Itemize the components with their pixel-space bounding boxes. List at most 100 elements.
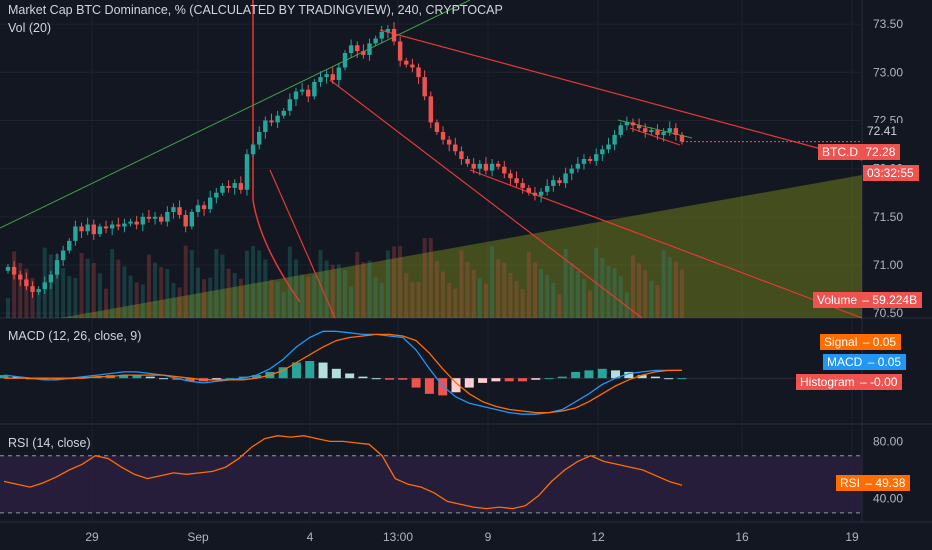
- volume-bar: [122, 266, 127, 318]
- macd-pane: [0, 330, 862, 415]
- candle-body: [563, 173, 568, 184]
- candle-body: [557, 180, 562, 184]
- histogram-bar: [291, 362, 301, 379]
- histogram-bar: [318, 362, 328, 379]
- candle-body: [201, 205, 207, 210]
- histogram-bar: [637, 375, 647, 379]
- histogram-bar: [385, 378, 395, 380]
- volume-bar: [379, 282, 384, 318]
- time-tick-label: 16: [735, 530, 749, 544]
- candle-body: [220, 185, 225, 193]
- rsi-name: RSI: [840, 476, 861, 490]
- volume-bar: [569, 263, 574, 318]
- candle-body: [238, 183, 244, 190]
- last-price-label: 72.41: [863, 123, 903, 139]
- candle-body: [575, 163, 581, 169]
- candle-body: [404, 60, 409, 65]
- candle-body: [18, 274, 23, 280]
- histogram-bar: [371, 378, 381, 380]
- flag-lower-line: [629, 127, 681, 146]
- histogram-bar: [278, 367, 288, 379]
- candle-body: [520, 183, 525, 188]
- volume-bar: [441, 271, 446, 318]
- volume-bar: [275, 281, 280, 318]
- candle-body: [587, 159, 593, 161]
- volume-bar: [624, 292, 629, 318]
- candle-body: [42, 282, 47, 290]
- trendline-red-channel: [329, 79, 643, 319]
- histogram-bar: [491, 378, 501, 382]
- time-tick-label: 12: [591, 530, 605, 544]
- signal-line: [4, 333, 682, 414]
- volume-bar: [453, 288, 458, 318]
- price-tick-label: 70.50: [873, 306, 903, 320]
- candle-body: [91, 224, 96, 235]
- candle-body: [128, 221, 133, 224]
- candle-body: [30, 286, 35, 292]
- volume-bar: [134, 282, 139, 318]
- volume-bar: [471, 270, 476, 318]
- symbol-tag: BTC.D 72.28: [818, 144, 901, 160]
- volume-bar: [373, 277, 378, 318]
- candle-body: [667, 128, 672, 133]
- histogram-bar: [79, 376, 89, 379]
- candle-body: [116, 224, 121, 227]
- histogram-bar: [597, 368, 607, 379]
- histogram-bar: [664, 378, 674, 380]
- rsi-indicator-label[interactable]: RSI (14, close): [8, 436, 91, 450]
- rsi-tick-label: 40.00: [873, 492, 903, 506]
- volume-bar: [140, 284, 145, 318]
- volume-bar: [655, 285, 660, 318]
- candle-body: [453, 144, 458, 152]
- price-tick-label: 71.50: [873, 210, 903, 224]
- volume-bar: [367, 260, 372, 318]
- candle-body: [109, 224, 115, 229]
- signal-tag: Signal – 0.05: [820, 334, 902, 350]
- volume-bar: [220, 254, 225, 318]
- price-tick-label: 73.00: [873, 65, 903, 79]
- candle-body: [545, 185, 550, 192]
- volume-bar: [588, 290, 593, 318]
- candle-body: [177, 207, 182, 215]
- volume-bar: [667, 257, 672, 318]
- candle-body: [189, 212, 195, 227]
- candle-body: [606, 144, 611, 150]
- volume-bar: [355, 251, 360, 318]
- candle-body: [361, 51, 366, 55]
- candle-body: [67, 240, 72, 251]
- volume-bar: [202, 279, 207, 318]
- candle-body: [79, 226, 84, 232]
- volume-bar: [281, 292, 286, 318]
- histogram-bar: [331, 368, 341, 379]
- volume-bar: [508, 273, 513, 318]
- volume-bar: [637, 263, 642, 318]
- volume-bar: [465, 262, 470, 318]
- price-tick-label: 71.00: [873, 258, 903, 272]
- volume-bar: [116, 259, 121, 318]
- histogram-bar: [451, 378, 461, 393]
- candle-body: [140, 216, 145, 225]
- macd-indicator-label[interactable]: MACD (12, 26, close, 9): [8, 329, 142, 343]
- volume-bar: [434, 261, 439, 318]
- candle-body: [661, 132, 666, 135]
- volume-bar: [447, 283, 452, 318]
- candle-body: [508, 173, 513, 179]
- volume-bar: [208, 277, 213, 318]
- candle-body: [299, 89, 305, 92]
- candle-body: [269, 120, 274, 123]
- volume-bar: [416, 282, 421, 318]
- volume-bar: [306, 276, 311, 318]
- candle-body: [208, 197, 213, 210]
- candle-body: [410, 64, 415, 68]
- volume-bar: [520, 289, 525, 318]
- histogram-bar: [531, 378, 541, 380]
- candle-body: [655, 130, 660, 135]
- rsi-tag: RSI – 49.38: [836, 475, 911, 491]
- volume-bar: [404, 273, 409, 318]
- candle-body: [355, 45, 360, 52]
- time-tick-label: 19: [845, 530, 859, 544]
- histogram-name: Histogram: [800, 375, 855, 389]
- volume-indicator-label[interactable]: Vol (20): [8, 21, 52, 35]
- candle-body: [459, 151, 464, 159]
